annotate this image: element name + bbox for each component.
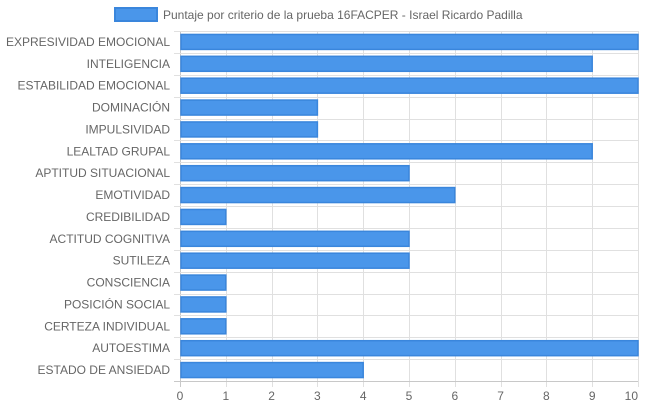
category-label: APTITUD SITUACIONAL	[35, 166, 170, 180]
x-tick-label: 7	[497, 389, 504, 403]
x-tick-label: 5	[406, 389, 413, 403]
x-tick-label: 6	[451, 389, 458, 403]
x-tick-label: 10	[625, 389, 639, 403]
bar[interactable]	[180, 230, 410, 248]
category-label: EXPRESIVIDAD EMOCIONAL	[6, 35, 170, 49]
bar[interactable]	[180, 208, 227, 226]
category-label: EMOTIVIDAD	[95, 188, 170, 202]
x-tick-label: 4	[360, 389, 367, 403]
category-label: CONSCIENCIA	[87, 276, 170, 290]
category-label: DOMINACIÓN	[92, 100, 170, 115]
bar[interactable]	[180, 55, 593, 73]
x-tick-label: 8	[543, 389, 550, 403]
bar[interactable]	[180, 33, 639, 51]
x-tick-label: 1	[222, 389, 229, 403]
category-label: ESTADO DE ANSIEDAD	[38, 363, 171, 377]
bars	[180, 33, 639, 379]
bar[interactable]	[180, 318, 227, 335]
x-tick-label: 9	[589, 389, 596, 403]
legend-label: Puntaje por criterio de la prueba 16FACP…	[163, 8, 523, 22]
category-label: INTELIGENCIA	[87, 57, 170, 71]
bar[interactable]	[180, 252, 410, 269]
legend[interactable]: Puntaje por criterio de la prueba 16FACP…	[114, 7, 523, 22]
bar[interactable]	[180, 143, 593, 160]
x-tick-label: 2	[268, 389, 275, 403]
category-label: LEALTAD GRUPAL	[67, 144, 171, 158]
category-label: AUTOESTIMA	[92, 341, 170, 355]
x-tick-labels: 0 1 2 3 4 5 6 7 8 9 10	[177, 389, 639, 403]
legend-swatch	[114, 7, 158, 22]
category-label: SUTILEZA	[113, 254, 170, 268]
category-label: CERTEZA INDIVIDUAL	[44, 319, 170, 333]
category-label: POSICIÓN SOCIAL	[64, 296, 170, 311]
bar[interactable]	[180, 361, 364, 379]
bar[interactable]	[180, 296, 227, 313]
category-label: ESTABILIDAD EMOCIONAL	[18, 79, 171, 93]
x-tick-label: 0	[177, 389, 184, 403]
bar[interactable]	[180, 121, 319, 138]
category-label: IMPULSIVIDAD	[85, 122, 170, 136]
bar[interactable]	[180, 274, 227, 291]
bar[interactable]	[180, 77, 639, 94]
category-labels: EXPRESIVIDAD EMOCIONAL INTELIGENCIA ESTABI…	[6, 35, 170, 377]
x-tick-label: 3	[314, 389, 321, 403]
bar[interactable]	[180, 164, 410, 182]
bar[interactable]	[180, 339, 639, 357]
category-label: CREDIBILIDAD	[86, 210, 170, 224]
bar[interactable]	[180, 99, 319, 116]
bar[interactable]	[180, 186, 456, 204]
category-label: ACTITUD COGNITIVA	[50, 232, 170, 246]
